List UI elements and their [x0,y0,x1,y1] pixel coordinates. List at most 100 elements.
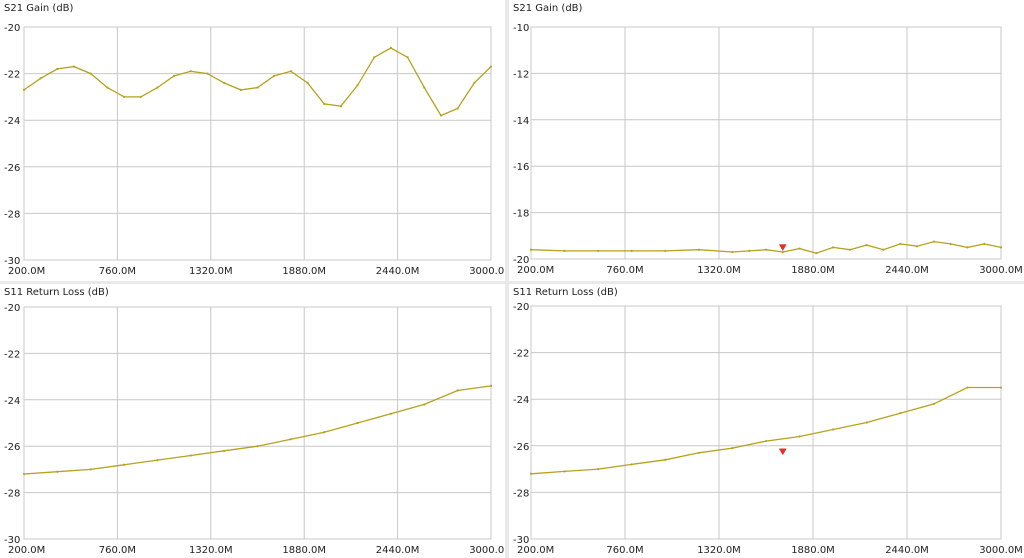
data-point [731,250,734,254]
x-tick-label: 760.0M [99,545,136,556]
data-point [529,472,533,475]
data-point [173,74,176,78]
data-point [89,468,92,471]
data-point [89,72,92,75]
data-point [781,250,784,254]
data-point [630,463,633,466]
x-tick-label: 1880.0M [282,266,326,277]
y-tick-label: -26 [4,163,20,174]
y-tick-label: -24 [513,395,529,406]
chart-panel-bottom-left: -20 -22 -24 -26 -28 -30 200.0M 760.0M 1320.0M 188… [0,284,505,558]
data-point [189,70,192,73]
x-tick-label: 2440.0M [376,545,420,556]
x-tick-label: 1880.0M [791,265,835,276]
data-point [122,95,126,98]
data-point [239,88,242,92]
data-point [848,248,852,251]
data-point [798,435,801,438]
plot-area [530,26,1002,260]
y-tick-label: -22 [4,349,20,360]
x-tick-label: 1880.0M [791,545,835,556]
data-point [489,384,493,387]
data-point [529,248,533,251]
data-point [423,403,426,406]
data-point [356,84,359,87]
data-point [563,249,566,252]
y-tick-label: -24 [4,116,20,127]
data-point [306,81,309,85]
y-tick-label: -30 [4,535,20,546]
data-point [22,88,26,92]
data-point [865,421,868,424]
x-tick-label: 200.0M [517,265,554,276]
data-point [832,246,835,249]
x-tick-label: 200.0M [517,545,554,556]
data-point [764,248,768,251]
data-point [731,447,734,450]
data-point [915,245,919,248]
y-tick-label: -26 [513,442,529,453]
chart-panel-top-left: -20 -22 -24 -26 -28 -30 200.0M 760.0M 1320.0M 188… [0,0,505,281]
x-tick-label: 200.0M [8,545,45,556]
x-tick-label: 3000.0M [979,265,1023,276]
data-point [373,56,376,59]
data-point [882,248,885,251]
data-point [456,389,459,392]
data-point [748,249,751,252]
y-tick-label: -20 [513,302,529,313]
series-line [530,386,1001,475]
data-point [597,249,600,252]
data-point [664,249,667,252]
data-point [456,107,459,110]
data-point [139,95,142,98]
plot-area [530,305,1002,540]
data-point [273,74,276,78]
marker-triangle [778,448,787,456]
chart-title: S11 Return Loss (dB) [4,287,109,298]
data-point [223,449,226,452]
y-tick-label: -28 [4,209,20,220]
plot-area [23,26,492,261]
y-tick-label: -20 [513,255,529,266]
data-point [289,70,292,73]
data-point [949,242,952,246]
data-point [832,428,835,431]
data-point [597,468,600,471]
data-point [899,242,902,246]
chart-title: S21 Gain (dB) [513,3,583,14]
data-point [323,431,326,434]
x-tick-label: 2440.0M [885,265,929,276]
data-point [323,102,326,105]
data-point [664,458,667,461]
y-tick-label: -30 [513,535,529,546]
data-point [289,438,292,441]
data-point [932,240,935,243]
data-point [899,412,902,415]
data-point [489,65,493,68]
vertical-divider [505,0,509,558]
data-point [39,77,42,80]
y-tick-label: -10 [513,23,529,34]
chart-panel-top-right: -10 -12 -14 -16 -18 -20 200.0M 760.0M 1320.0M 188… [509,0,1024,281]
x-tick-label: 2440.0M [376,266,420,277]
data-point [406,56,409,59]
y-tick-label: -28 [513,488,529,499]
data-point [256,445,259,448]
x-tick-label: 760.0M [606,545,643,556]
data-point [356,421,359,425]
x-tick-label: 2440.0M [885,545,929,556]
x-tick-label: 3000.0M [469,266,505,277]
y-tick-label: -20 [4,23,20,34]
y-tick-label: -24 [4,396,20,407]
data-point [865,243,868,247]
data-point [630,249,633,252]
data-point [156,459,159,462]
y-tick-label: -22 [513,349,529,360]
data-point [256,86,259,89]
data-point [389,412,393,415]
data-point [798,247,801,250]
y-tick-label: -16 [513,162,529,173]
